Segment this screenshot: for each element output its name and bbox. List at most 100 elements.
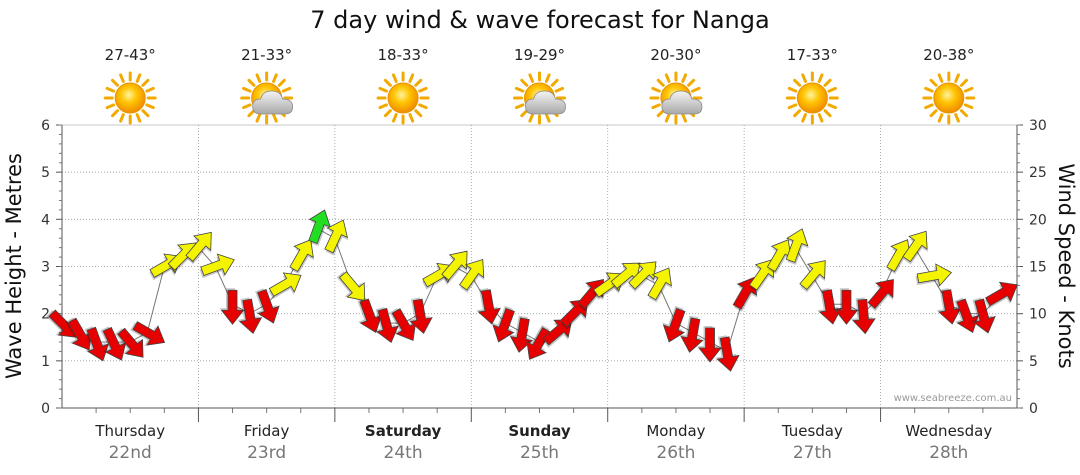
y-axis-title-right: Wind Speed - Knots [1054,163,1078,368]
wind-arrow-body [509,317,534,353]
sun-cloud-icon [515,73,566,123]
wind-arrow [130,321,166,346]
wind-arrow [459,259,485,293]
wind-arrow [237,297,263,335]
wind-arrow-body [628,261,657,290]
plot-area: 0 1 2 3 4 5 6 0 5 10 15 20 25 30 www.seabreeze.com.a… [41,118,1047,422]
wind-arrow [526,324,551,360]
wind-arrow [559,299,589,330]
wind-arrow-body [799,260,826,291]
wind-arrow [785,228,809,265]
temperature-range: 19-29° [514,46,565,64]
right-tick-label: 15 [1029,260,1047,276]
credit-text: www.seabreeze.com.au [894,393,1012,404]
wind-arrow [971,297,996,334]
wind-arrow-body [459,259,485,291]
wind-arrow-body [818,289,843,325]
wind-arrow [185,231,212,265]
wind-arrow [647,267,673,303]
sunny-icon [103,71,157,125]
wind-arrow-body [956,298,979,334]
wind-arrow-body [102,326,127,361]
wind-arrow [289,239,315,275]
wind-arrow [441,250,468,283]
day-label: Wednesday [905,422,992,440]
date-label: 25th [520,443,559,463]
wind-arrow [491,305,515,343]
left-tick-label: 1 [41,354,50,370]
wind-arrow [100,326,127,361]
wind-arrow-body [132,321,166,346]
wind-arrow [508,315,534,353]
wind-arrow-body [117,327,144,358]
wind-arrow [308,209,332,247]
wind-arrow-body [542,319,573,346]
wind-arrow-body [185,231,212,262]
date-label: 22nd [109,443,152,463]
wind-arrow [954,297,979,334]
wind-arrow-body [647,267,672,301]
wind-arrow-body [559,299,589,328]
day-label: Friday [244,422,290,440]
date-label: 23rd [247,443,286,463]
wind-arrow-body [477,289,501,325]
wind-arrow-body [867,278,894,309]
temperature-range: 21-33° [241,46,292,64]
daily-weather-row: 27-43° 21-33° 18-33° 19-29° 20-30° 17-33° 20-3… [103,46,976,125]
wind-arrow-body [985,281,1018,307]
left-tick-label: 5 [41,165,50,181]
left-axis-ticks: 0 1 2 3 4 5 6 [41,118,62,417]
date-label: 28th [929,443,968,463]
wind-arrow [662,305,686,343]
wind-arrow-body [852,298,876,335]
wind-arrow [199,253,235,279]
wind-arrow-body [698,327,722,363]
left-tick-label: 4 [41,212,50,228]
wind-arrow [268,272,302,299]
wind-arrow-body [916,263,953,287]
wind-arrow-body [680,317,704,353]
wind-arrow-body [662,307,686,343]
wind-arrow [336,271,366,302]
wind-arrow [714,335,740,372]
wind-arrow-body [409,298,433,335]
wind-arrow [374,306,399,344]
wind-arrow [542,319,573,348]
wind-arrow [679,315,704,353]
left-tick-label: 6 [41,118,50,134]
sunny-icon [922,71,976,125]
wind-arrow [219,288,245,325]
day-label: Tuesday [781,422,843,440]
wind-arrow-body [268,272,302,297]
wind-arrow-body [492,307,515,343]
wind-arrow-body [526,327,551,360]
right-tick-label: 30 [1029,118,1047,134]
wind-arrow-body [441,250,468,281]
right-tick-label: 20 [1029,212,1047,228]
wind-arrow-body [716,336,740,372]
wind-arrow-body [308,209,331,244]
day-label: Thursday [94,422,165,440]
sunny-icon [376,71,430,125]
wind-arrow-body [220,289,245,325]
temperature-range: 27-43° [105,46,156,64]
right-tick-label: 0 [1029,401,1038,417]
wind-arrow-body [785,228,809,263]
wind-arrow [799,260,826,293]
day-label: Sunday [508,422,571,440]
wind-arrow [850,297,876,335]
wind-arrow [833,288,859,325]
wind-arrow-body [972,298,996,334]
wind-arrow [915,263,953,289]
x-axis-day-labels: Thursday 22nd Friday 23rd Saturday 24th Sunday… [94,422,992,463]
sun-cloud-icon [651,73,702,123]
left-tick-label: 0 [41,401,50,417]
wind-arrow [867,278,894,312]
wind-arrow-body [902,230,928,263]
wind-arrow-body [257,289,280,324]
sun-cloud-icon [242,73,293,123]
wind-arrow [324,219,349,256]
wind-arrow [408,297,433,335]
wind-arrow [984,281,1018,309]
